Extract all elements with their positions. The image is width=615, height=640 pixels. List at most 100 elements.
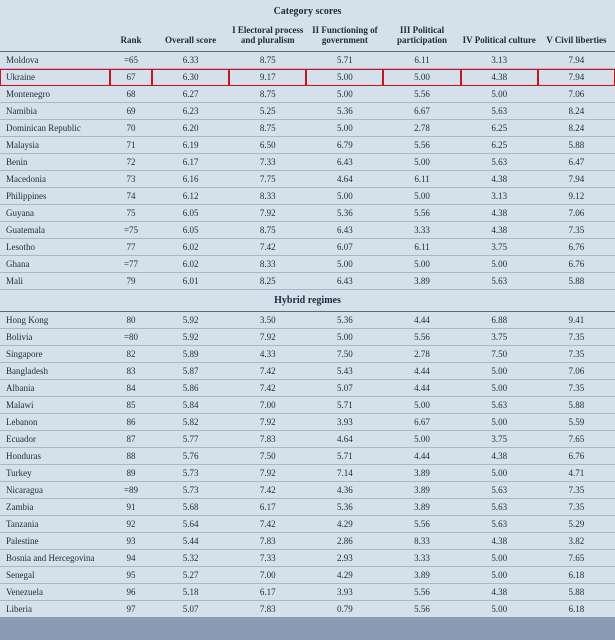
table-row: Guatemala =75 6.05 8.75 6.43 3.33 4.38 7… <box>0 222 615 239</box>
table-row: Tanzania 92 5.64 7.42 4.29 5.56 5.63 5.2… <box>0 516 615 533</box>
cell-c3: 4.44 <box>383 380 460 397</box>
cell-c3: 5.56 <box>383 329 460 346</box>
cell-c3: 2.78 <box>383 120 460 137</box>
cell-overall: 6.19 <box>152 137 229 154</box>
table-row: Lesotho 77 6.02 7.42 6.07 6.11 3.75 6.76 <box>0 239 615 256</box>
table-row: Bolivia =80 5.92 7.92 5.00 5.56 3.75 7.3… <box>0 329 615 346</box>
cell-c5: 8.24 <box>538 103 615 120</box>
cell-c5: 7.35 <box>538 329 615 346</box>
cell-c4: 5.00 <box>461 256 538 273</box>
cell-c2: 0.79 <box>306 601 383 618</box>
table-row: Lebanon 86 5.82 7.92 3.93 6.67 5.00 5.59 <box>0 414 615 431</box>
table-title: Category scores <box>0 0 615 21</box>
cell-c1: 7.83 <box>229 601 306 618</box>
cell-overall: 6.05 <box>152 222 229 239</box>
cell-overall: 6.01 <box>152 273 229 290</box>
header-c1: I Electoral process and pluralism <box>229 21 306 52</box>
cell-c2: 3.93 <box>306 414 383 431</box>
cell-c5: 7.35 <box>538 380 615 397</box>
cell-c5: 8.24 <box>538 120 615 137</box>
cell-country: Turkey <box>0 465 110 482</box>
table-row: Moldova =65 6.33 8.75 5.71 6.11 3.13 7.9… <box>0 52 615 69</box>
cell-c5: 7.06 <box>538 205 615 222</box>
cell-country: Malawi <box>0 397 110 414</box>
header-country <box>0 21 110 52</box>
table-row: Nicaragua =89 5.73 7.42 4.36 3.89 5.63 7… <box>0 482 615 499</box>
cell-c4: 4.38 <box>461 448 538 465</box>
cell-c2: 5.07 <box>306 380 383 397</box>
cell-c2: 5.00 <box>306 86 383 103</box>
header-rank: Rank <box>110 21 152 52</box>
table-row: Turkey 89 5.73 7.92 7.14 3.89 5.00 4.71 <box>0 465 615 482</box>
cell-rank: 83 <box>110 363 152 380</box>
cell-c3: 5.56 <box>383 205 460 222</box>
cell-overall: 6.12 <box>152 188 229 205</box>
cell-overall: 5.86 <box>152 380 229 397</box>
cell-c1: 8.25 <box>229 273 306 290</box>
cell-overall: 6.27 <box>152 86 229 103</box>
cell-c5: 7.35 <box>538 346 615 363</box>
cell-country: Philippines <box>0 188 110 205</box>
cell-c5: 6.47 <box>538 154 615 171</box>
cell-c5: 9.41 <box>538 312 615 329</box>
cell-c2: 4.64 <box>306 171 383 188</box>
cell-c5: 9.12 <box>538 188 615 205</box>
cell-c2: 5.00 <box>306 256 383 273</box>
cell-c2: 5.36 <box>306 205 383 222</box>
cell-c1: 8.33 <box>229 256 306 273</box>
cell-c4: 3.75 <box>461 329 538 346</box>
cell-c4: 5.63 <box>461 516 538 533</box>
cell-c3: 5.00 <box>383 69 460 86</box>
cell-rank: =77 <box>110 256 152 273</box>
cell-c3: 3.89 <box>383 482 460 499</box>
cell-rank: 72 <box>110 154 152 171</box>
cell-c4: 5.63 <box>461 273 538 290</box>
cell-c3: 5.56 <box>383 137 460 154</box>
cell-c5: 5.59 <box>538 414 615 431</box>
cell-country: Namibia <box>0 103 110 120</box>
cell-c1: 6.17 <box>229 499 306 516</box>
cell-c3: 5.56 <box>383 86 460 103</box>
cell-c5: 6.18 <box>538 567 615 584</box>
cell-c5: 6.76 <box>538 256 615 273</box>
table-body: Moldova =65 6.33 8.75 5.71 6.11 3.13 7.9… <box>0 52 615 618</box>
cell-c4: 6.25 <box>461 120 538 137</box>
cell-c5: 5.88 <box>538 397 615 414</box>
cell-c3: 6.11 <box>383 239 460 256</box>
cell-c2: 4.29 <box>306 516 383 533</box>
cell-c4: 5.63 <box>461 397 538 414</box>
table-row: Singapore 82 5.89 4.33 7.50 2.78 7.50 7.… <box>0 346 615 363</box>
table-row: Ukraine 67 6.30 9.17 5.00 5.00 4.38 7.94 <box>0 69 615 86</box>
cell-country: Mali <box>0 273 110 290</box>
cell-overall: 6.17 <box>152 154 229 171</box>
table-row: Montenegro 68 6.27 8.75 5.00 5.56 5.00 7… <box>0 86 615 103</box>
cell-c2: 5.36 <box>306 499 383 516</box>
header-c2: II Functioning of government <box>306 21 383 52</box>
cell-c4: 5.00 <box>461 601 538 618</box>
cell-c2: 6.43 <box>306 273 383 290</box>
cell-c3: 6.11 <box>383 52 460 69</box>
cell-c5: 7.94 <box>538 52 615 69</box>
cell-overall: 5.32 <box>152 550 229 567</box>
cell-c2: 5.36 <box>306 103 383 120</box>
cell-country: Tanzania <box>0 516 110 533</box>
cell-c1: 7.42 <box>229 380 306 397</box>
cell-rank: 73 <box>110 171 152 188</box>
cell-rank: 82 <box>110 346 152 363</box>
cell-c1: 6.17 <box>229 584 306 601</box>
cell-country: Benin <box>0 154 110 171</box>
table-row: Bosnia and Hercegovina 94 5.32 7.33 2.93… <box>0 550 615 567</box>
cell-c3: 6.67 <box>383 414 460 431</box>
cell-rank: 87 <box>110 431 152 448</box>
cell-c4: 5.00 <box>461 363 538 380</box>
cell-c3: 3.33 <box>383 550 460 567</box>
cell-overall: 5.76 <box>152 448 229 465</box>
cell-rank: 97 <box>110 601 152 618</box>
cell-c1: 7.92 <box>229 465 306 482</box>
cell-c4: 4.38 <box>461 533 538 550</box>
cell-overall: 5.77 <box>152 431 229 448</box>
table-row: Benin 72 6.17 7.33 6.43 5.00 5.63 6.47 <box>0 154 615 171</box>
cell-country: Guatemala <box>0 222 110 239</box>
cell-c5: 7.35 <box>538 499 615 516</box>
cell-country: Venezuela <box>0 584 110 601</box>
